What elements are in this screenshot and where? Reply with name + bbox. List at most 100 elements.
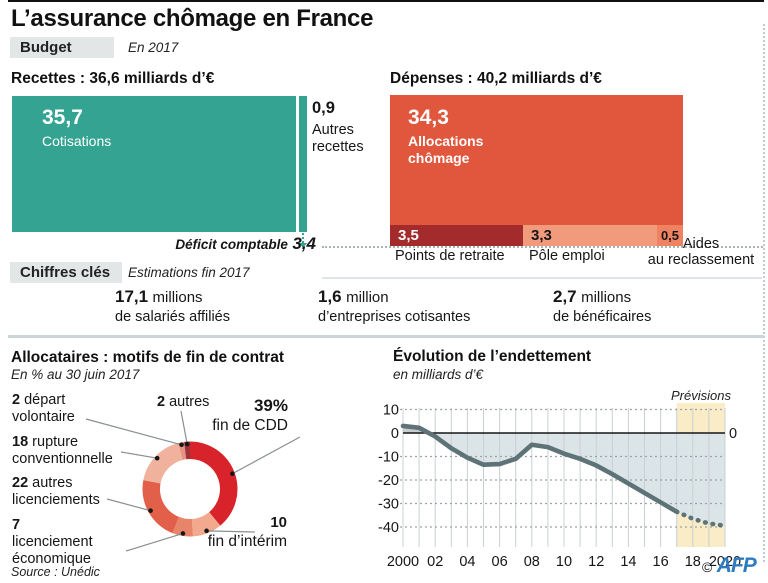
callout-line-3: [106, 498, 151, 512]
stat-beneficiaires-unit: millions: [581, 289, 632, 306]
chiffres-rule: [322, 277, 762, 279]
fin-interim-value: 10: [270, 514, 287, 531]
donut-chart: [85, 410, 301, 552]
fin-interim-label: fin d’intérim: [207, 533, 287, 550]
donut-slice-1: [191, 512, 221, 537]
callout-dot-5: [179, 442, 184, 448]
autres-recettes-label: Autres recettes: [312, 122, 364, 155]
y-tick: 0: [391, 426, 399, 442]
stat-salaries: 17,1 millions de salariés affiliés: [115, 287, 230, 325]
rupture-label: rupture conventionnelle: [12, 434, 113, 467]
debt-line-dotted: [674, 509, 728, 529]
stat-beneficiaires: 2,7 millions de bénéficaires: [553, 287, 651, 325]
callout-line-6: [180, 410, 188, 445]
stat-entreprises: 1,6 million d’entreprises cotisantes: [318, 287, 470, 325]
stat-salaries-label: de salariés affiliés: [115, 309, 230, 325]
label-rupture: 18 rupture conventionnelle: [12, 434, 132, 468]
stat-salaries-value: 17,1: [115, 287, 149, 306]
callout-line-1: [206, 530, 256, 533]
callout-dot-1: [204, 528, 209, 534]
stat-entreprises-label: d’entreprises cotisantes: [318, 309, 471, 325]
y-tick: -20: [378, 473, 399, 489]
callout-line-5: [85, 418, 182, 446]
aides-label: Aides au reclassement: [640, 236, 762, 268]
y-tick: -10: [378, 450, 399, 466]
donut-subtitle: En % au 30 juin 2017: [11, 367, 140, 382]
cotisations-value: 35,7: [42, 106, 83, 129]
callout-dot-3: [148, 508, 153, 513]
x-tick: 16: [653, 554, 669, 570]
stat-beneficiaires-value: 2,7: [553, 287, 577, 306]
label-licenciement-economique: 7 licenciement économique: [12, 517, 112, 568]
retraite-value: 3,5: [398, 227, 419, 244]
callout-dot-2: [180, 531, 186, 536]
y-tick: -30: [378, 497, 399, 513]
callout-line-2: [125, 532, 184, 552]
depenses-title: Dépenses : 40,2 milliards d’€: [390, 70, 602, 87]
autres-licenciements-label: autres licenciements: [12, 475, 100, 508]
label-autres-licenciements: 22 autres licenciements: [12, 475, 117, 509]
autres-licenciements-value: 22: [12, 475, 29, 491]
label-depart-volontaire: 2 départ volontaire: [12, 392, 92, 426]
donut-slice-0: [190, 441, 238, 526]
section-chiffres-label: Chiffres clés: [10, 262, 122, 283]
autres-value: 2: [157, 394, 166, 410]
forecast-label: Prévisions: [671, 388, 731, 403]
source-note: Source : Unédic: [11, 565, 100, 579]
deficit-block: Déficit comptable 3,4: [120, 234, 316, 254]
aides-label-line2: au reclassement: [647, 252, 755, 268]
donut-slice-3: [142, 480, 179, 534]
cotisations-label: Cotisations: [42, 133, 112, 149]
aides-label-line1: Aides: [682, 236, 720, 252]
afp-logo: AFP: [716, 554, 757, 577]
x-tick: 2020: [709, 554, 741, 570]
deficit-dotted-line: [322, 246, 763, 248]
y-tick: 10: [383, 403, 399, 419]
x-tick: 18: [685, 554, 701, 570]
label-autres: 2 autres: [157, 394, 227, 411]
x-tick: 02: [427, 554, 443, 570]
allocations-bar: 34,3 Allocations chômage: [390, 95, 683, 225]
callout-line-0: [232, 436, 301, 475]
fin-de-cdd-value: 39%: [253, 396, 288, 415]
licenciement-economique-value: 7: [12, 517, 21, 533]
depart-volontaire-value: 2: [12, 392, 21, 408]
debt-subtitle: en milliards d’€: [393, 367, 484, 382]
chiffres-subtitle: Estimations fin 2017: [128, 265, 250, 280]
retraite-bar: 3,5: [390, 225, 523, 246]
x-tick: 10: [556, 554, 572, 570]
pole-emploi-label: Pôle emploi: [529, 248, 605, 264]
pole-emploi-value: 3,3: [531, 227, 552, 244]
allocations-label: Allocations chômage: [408, 133, 484, 166]
fin-de-cdd-label: fin de CDD: [212, 417, 288, 434]
section-divider: [8, 335, 764, 338]
x-tick: 12: [588, 554, 604, 570]
pole-emploi-bar: 3,3: [523, 225, 657, 246]
credit-block: © AFP: [702, 554, 757, 578]
callout-dot-4: [154, 455, 160, 461]
autres-label: autres: [169, 394, 210, 410]
cotisations-bar: 35,7 Cotisations: [12, 96, 296, 232]
donut-slice-2: [172, 516, 193, 537]
retraite-label: Points de retraite: [395, 248, 505, 264]
debt-chart: 10 0 -10 -20 -30 -40 0 2000 02 04 06 08 10 12 14 16 18 20…: [378, 403, 741, 571]
rupture-value: 18: [12, 434, 29, 450]
deficit-label: Déficit comptable: [175, 237, 288, 252]
label-fin-interim: 10 fin d’intérim: [200, 514, 287, 551]
stat-beneficiaires-label: de bénéficaires: [553, 309, 652, 325]
debt-line-solid: [400, 423, 680, 515]
budget-period: En 2017: [128, 40, 179, 55]
stat-entreprises-unit: million: [346, 289, 389, 306]
x-tick: 2000: [387, 554, 419, 570]
debt-title: Évolution de l’endettement: [393, 348, 592, 365]
x-tick: 06: [492, 554, 508, 570]
x-tick: 08: [524, 554, 540, 570]
stat-entreprises-value: 1,6: [318, 287, 342, 306]
infographic-title: L’assurance chômage en France: [11, 5, 374, 32]
depart-volontaire-label: départ volontaire: [12, 392, 75, 425]
deficit-arrow-line: [302, 233, 304, 243]
stat-salaries-unit: millions: [152, 289, 203, 306]
recettes-title: Recettes : 36,6 milliards d’€: [11, 70, 215, 87]
copyright-symbol: ©: [702, 559, 713, 575]
